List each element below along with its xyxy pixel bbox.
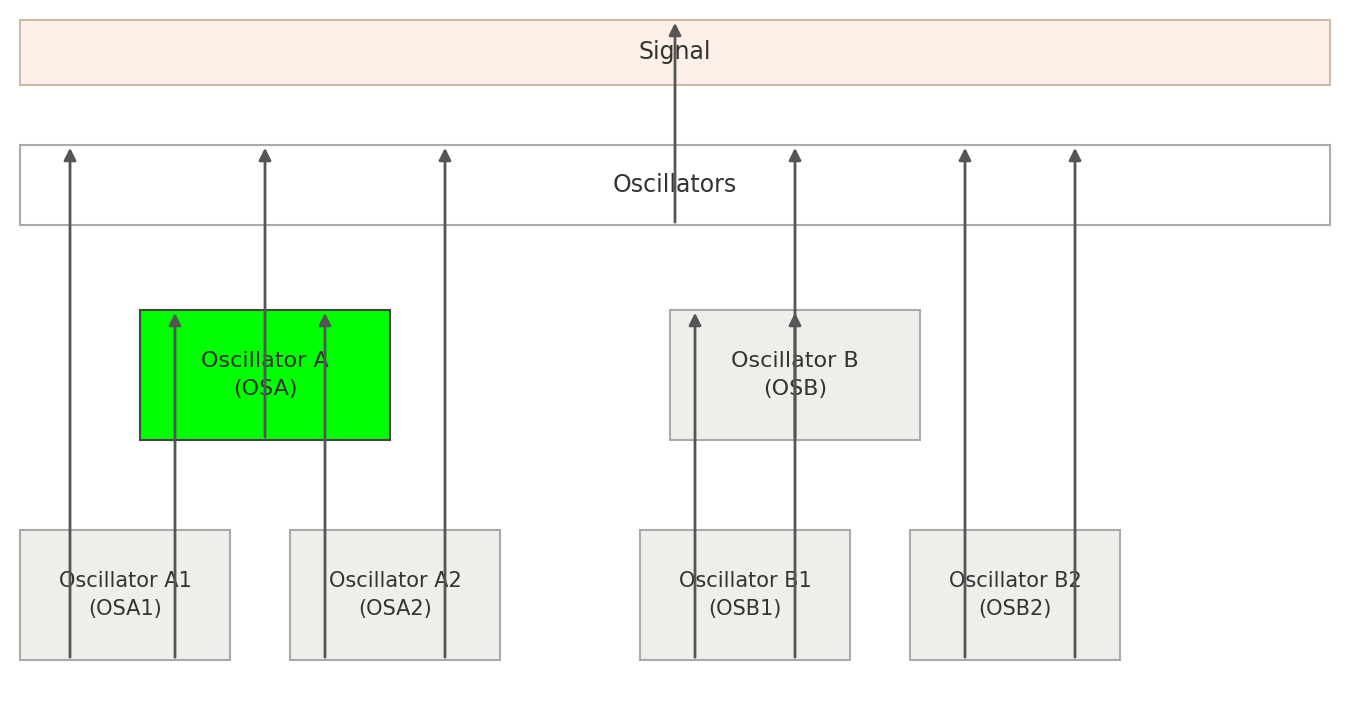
FancyBboxPatch shape [20,145,1330,225]
FancyBboxPatch shape [140,310,390,440]
FancyBboxPatch shape [671,310,920,440]
FancyBboxPatch shape [20,20,1330,85]
Text: Oscillator A
(OSA): Oscillator A (OSA) [202,351,328,399]
FancyBboxPatch shape [290,530,500,660]
Text: Oscillator A1
(OSA1): Oscillator A1 (OSA1) [59,571,191,619]
Text: Oscillator B1
(OSB1): Oscillator B1 (OSB1) [679,571,811,619]
Text: Oscillator B
(OSB): Oscillator B (OSB) [731,351,859,399]
FancyBboxPatch shape [641,530,851,660]
Text: Signal: Signal [639,41,711,64]
Text: Oscillator B2
(OSB2): Oscillator B2 (OSB2) [949,571,1081,619]
FancyBboxPatch shape [20,530,230,660]
FancyBboxPatch shape [910,530,1120,660]
Text: Oscillators: Oscillators [613,173,737,197]
Text: Oscillator A2
(OSA2): Oscillator A2 (OSA2) [328,571,461,619]
